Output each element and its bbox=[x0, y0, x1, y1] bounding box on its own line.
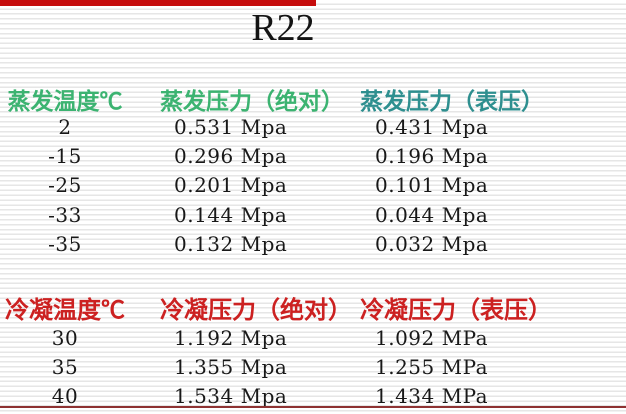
abs-pressure-cell: 0.132 Mpa bbox=[174, 232, 288, 257]
temp-cell: -15 bbox=[48, 144, 82, 169]
temp-cell: 40 bbox=[51, 384, 79, 409]
table-row: -33 0.144 Mpa 0.044 Mpa bbox=[0, 200, 626, 229]
table-row: 2 0.531 Mpa 0.431 Mpa bbox=[0, 112, 626, 141]
temp-cell: -25 bbox=[48, 173, 82, 198]
condensation-table: 冷凝温度℃ 冷凝压力（绝对） 冷凝压力（表压） 30 1.192 Mpa 1.0… bbox=[0, 290, 626, 411]
gauge-pressure-cell: 1.255 MPa bbox=[375, 355, 489, 380]
evap-gauge-pressure-header: 蒸发压力（表压） bbox=[360, 88, 544, 114]
gauge-pressure-cell: 0.101 Mpa bbox=[375, 173, 489, 198]
temp-cell: 30 bbox=[51, 325, 79, 350]
cond-temp-header: 冷凝温度℃ bbox=[5, 297, 125, 324]
abs-pressure-cell: 0.201 Mpa bbox=[174, 173, 288, 198]
cond-gauge-pressure-header: 冷凝压力（表压） bbox=[360, 297, 552, 324]
temp-cell: 2 bbox=[58, 114, 72, 139]
gauge-pressure-cell: 1.092 MPa bbox=[375, 325, 489, 350]
bottom-divider-line bbox=[0, 406, 626, 408]
gauge-pressure-cell: 0.032 Mpa bbox=[375, 232, 489, 257]
table-row: 30 1.192 Mpa 1.092 MPa bbox=[0, 323, 626, 352]
gauge-pressure-cell: 0.044 Mpa bbox=[375, 202, 489, 227]
cond-abs-pressure-header: 冷凝压力（绝对） bbox=[160, 297, 352, 324]
abs-pressure-cell: 0.531 Mpa bbox=[174, 114, 288, 139]
evap-abs-pressure-header: 蒸发压力（绝对） bbox=[160, 88, 344, 114]
page-title: R22 bbox=[251, 7, 315, 49]
table-row: -35 0.132 Mpa 0.032 Mpa bbox=[0, 230, 626, 259]
table-row: 40 1.534 Mpa 1.434 MPa bbox=[0, 382, 626, 411]
gauge-pressure-cell: 0.196 Mpa bbox=[375, 144, 489, 169]
abs-pressure-cell: 0.144 Mpa bbox=[174, 202, 288, 227]
evap-temp-header: 蒸发温度℃ bbox=[7, 88, 123, 114]
table-row: 35 1.355 Mpa 1.255 MPa bbox=[0, 352, 626, 381]
abs-pressure-cell: 1.192 Mpa bbox=[174, 325, 288, 350]
abs-pressure-cell: 1.355 Mpa bbox=[174, 355, 288, 380]
condensation-header-row: 冷凝温度℃ 冷凝压力（绝对） 冷凝压力（表压） bbox=[0, 290, 626, 324]
abs-pressure-cell: 1.534 Mpa bbox=[174, 384, 288, 409]
gauge-pressure-cell: 0.431 Mpa bbox=[375, 114, 489, 139]
gauge-pressure-cell: 1.434 MPa bbox=[375, 384, 489, 409]
temp-cell: 35 bbox=[51, 355, 79, 380]
table-row: -15 0.296 Mpa 0.196 Mpa bbox=[0, 141, 626, 170]
table-row: -25 0.201 Mpa 0.101 Mpa bbox=[0, 171, 626, 200]
evaporation-table: 蒸发温度℃ 蒸发压力（绝对） 蒸发压力（表压） 2 0.531 Mpa 0.43… bbox=[0, 82, 626, 259]
temp-cell: -33 bbox=[48, 202, 82, 227]
abs-pressure-cell: 0.296 Mpa bbox=[174, 144, 288, 169]
top-red-bar bbox=[0, 0, 316, 6]
evaporation-header-row: 蒸发温度℃ 蒸发压力（绝对） 蒸发压力（表压） bbox=[0, 82, 626, 114]
temp-cell: -35 bbox=[48, 232, 82, 257]
